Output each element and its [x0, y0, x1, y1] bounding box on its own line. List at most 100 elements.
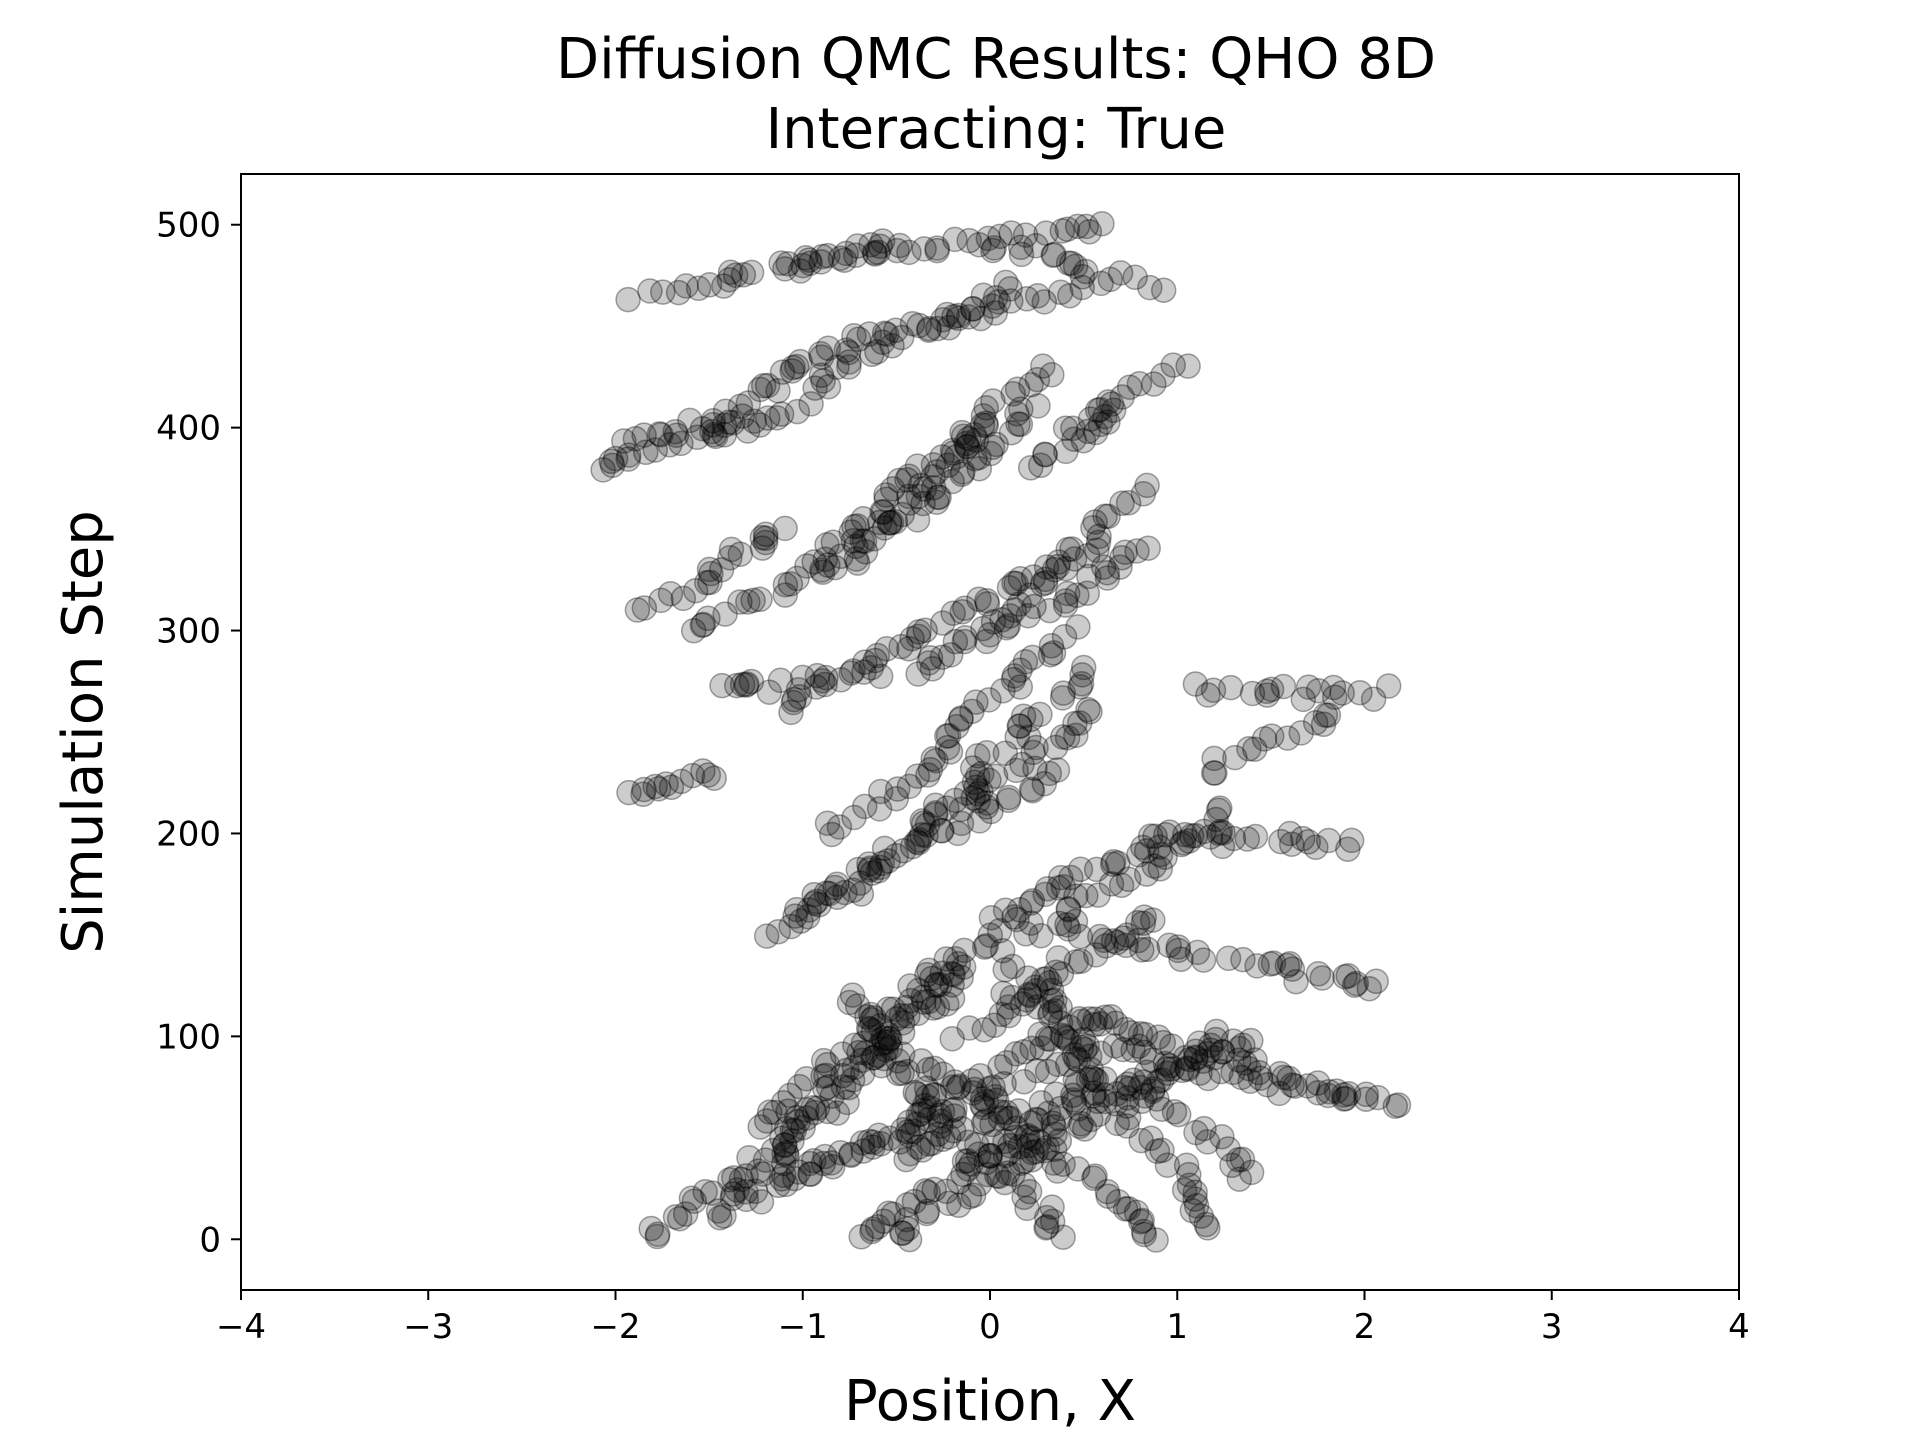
scatter-point — [1277, 820, 1303, 847]
scatter-point — [832, 879, 858, 906]
scatter-point — [1114, 1113, 1140, 1139]
scatter-point — [902, 1079, 928, 1106]
scatter-point — [1203, 1026, 1229, 1053]
scatter-point — [847, 870, 874, 896]
scatter-point — [1335, 836, 1361, 862]
scatter-point — [1335, 963, 1361, 989]
scatter-point — [1305, 677, 1332, 704]
scatter-point — [793, 1105, 820, 1131]
scatter-point — [1082, 419, 1109, 446]
scatter-point — [904, 1081, 931, 1107]
scatter-point — [1034, 1204, 1060, 1231]
scatter-point — [712, 601, 738, 627]
scatter-point — [995, 613, 1021, 639]
scatter-point — [1068, 1034, 1095, 1061]
scatter-point — [1225, 1147, 1252, 1173]
scatter-point — [1218, 674, 1244, 701]
scatter-point — [978, 904, 1005, 931]
scatter-point — [955, 304, 982, 330]
scatter-point — [1027, 452, 1054, 479]
scatter-point — [867, 663, 894, 690]
scatter-point — [1309, 965, 1335, 991]
scatter-point — [1037, 999, 1064, 1026]
scatter-point — [1360, 686, 1387, 712]
scatter-point — [861, 239, 888, 266]
scatter-point — [920, 474, 947, 501]
scatter-point — [939, 972, 965, 998]
scatter-point — [1056, 1014, 1083, 1040]
scatter-point — [1080, 1083, 1106, 1109]
scatter-point — [945, 951, 972, 977]
scatter-point — [1052, 588, 1079, 614]
scatter-point — [1131, 1221, 1158, 1248]
scatter-point — [753, 923, 780, 949]
scatter-point — [927, 971, 953, 998]
scatter-point — [953, 780, 979, 806]
scatter-point — [824, 354, 850, 380]
scatter-point — [1382, 1093, 1409, 1119]
scatter-point — [1209, 833, 1236, 860]
scatter-point — [905, 1101, 932, 1128]
scatter-point — [860, 1018, 887, 1045]
scatter-point — [976, 767, 1002, 794]
scatter-point — [836, 349, 862, 375]
scatter-point — [1092, 1088, 1118, 1115]
scatter-point — [1220, 825, 1247, 852]
scatter-point — [928, 1113, 954, 1139]
scatter-point — [733, 1179, 759, 1205]
scatter-point — [1159, 1056, 1185, 1082]
scatter-point — [1159, 1033, 1185, 1059]
scatter-point — [937, 642, 964, 668]
scatter-point — [1126, 1033, 1152, 1059]
scatter-point — [1107, 260, 1134, 286]
scatter-point — [839, 982, 866, 1008]
scatter-point — [997, 1132, 1023, 1159]
scatter-point — [797, 250, 823, 276]
scatter-point — [870, 499, 897, 526]
scatter-point — [1094, 565, 1121, 591]
scatter-point — [926, 484, 952, 510]
scatter-point — [879, 476, 906, 502]
scatter-point — [1052, 592, 1079, 618]
scatter-point — [900, 1118, 927, 1145]
scatter-point — [1242, 823, 1269, 850]
scatter-point — [982, 763, 1009, 789]
scatter-point — [923, 972, 949, 999]
scatter-point — [941, 1103, 968, 1129]
scatter-point — [818, 1150, 845, 1176]
scatter-point — [1026, 1129, 1052, 1155]
scatter-point — [841, 804, 867, 831]
scatter-point — [1128, 1127, 1154, 1154]
scatter-point — [689, 415, 716, 442]
scatter-point — [787, 348, 813, 375]
scatter-point — [896, 239, 922, 266]
scatter-point — [1069, 274, 1095, 301]
chart-title: Diffusion QMC Results: QHO 8D — [556, 27, 1436, 92]
scatter-point — [966, 808, 993, 834]
scatter-point — [768, 1166, 795, 1192]
scatter-point — [1331, 1086, 1357, 1112]
scatter-point — [1025, 393, 1051, 419]
scatter-point — [747, 412, 773, 438]
scatter-point — [814, 242, 841, 269]
scatter-point — [851, 659, 877, 685]
scatter-point — [1048, 864, 1074, 891]
scatter-point — [911, 236, 937, 262]
scatter-point — [941, 303, 967, 330]
scatter-point — [866, 509, 893, 536]
scatter-point — [970, 403, 997, 429]
x-axis-ticks: −4 −3 −2 −1 0 1 2 3 4 — [216, 1290, 1750, 1347]
scatter-point — [862, 241, 888, 267]
scatter-point — [843, 242, 869, 269]
scatter-point — [1077, 698, 1103, 725]
scatter-point — [845, 326, 872, 352]
scatter-point — [1154, 1152, 1181, 1178]
scatter-point — [779, 358, 805, 384]
scatter-point — [945, 820, 971, 847]
scatter-point — [992, 956, 1018, 983]
scatter-point — [861, 1044, 887, 1071]
scatter-point — [1046, 1105, 1073, 1132]
scatter-point — [1086, 523, 1112, 550]
scatter-point — [1081, 1165, 1107, 1192]
scatter-point — [939, 437, 966, 464]
